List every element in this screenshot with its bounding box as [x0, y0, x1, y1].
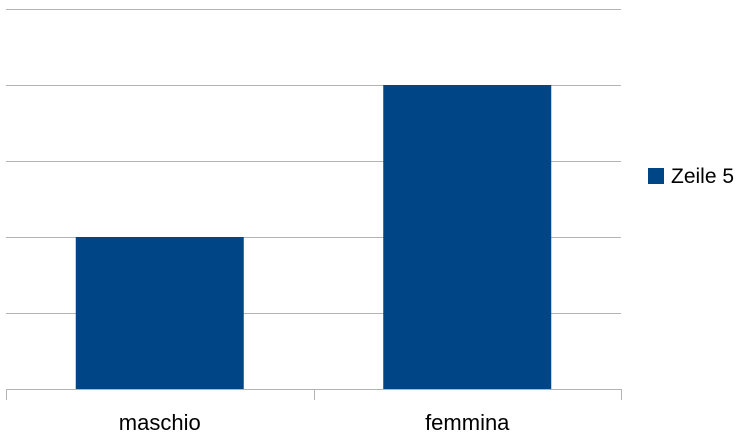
category-label-maschio: maschio [119, 410, 201, 435]
legend-label: Zeile 5 [671, 165, 734, 188]
category-label-femmina: femmina [425, 410, 510, 435]
category-labels: maschio femmina [119, 410, 510, 435]
legend-swatch [648, 168, 664, 184]
bar-series [75, 85, 552, 389]
bar-maschio [75, 237, 244, 389]
legend: Zeile 5 [648, 165, 734, 188]
x-axis [6, 389, 622, 400]
bar-femmina [383, 85, 552, 389]
